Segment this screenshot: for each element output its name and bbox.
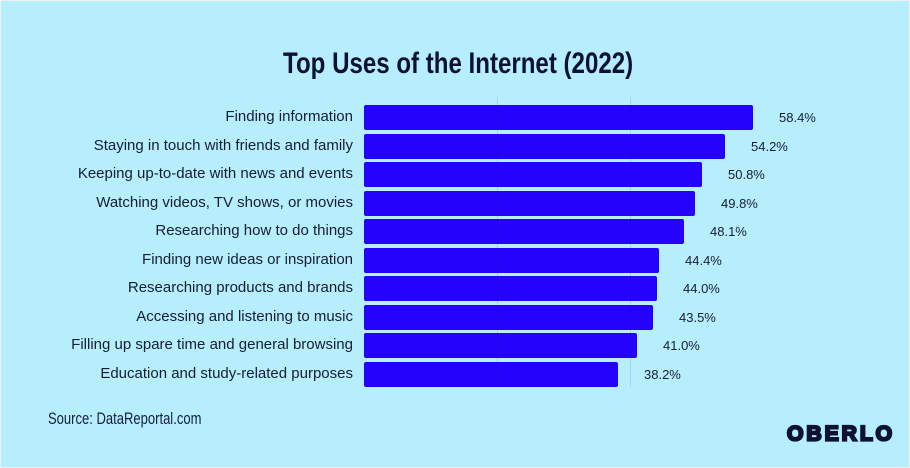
svg-text:OBERLO: OBERLO (787, 423, 895, 446)
